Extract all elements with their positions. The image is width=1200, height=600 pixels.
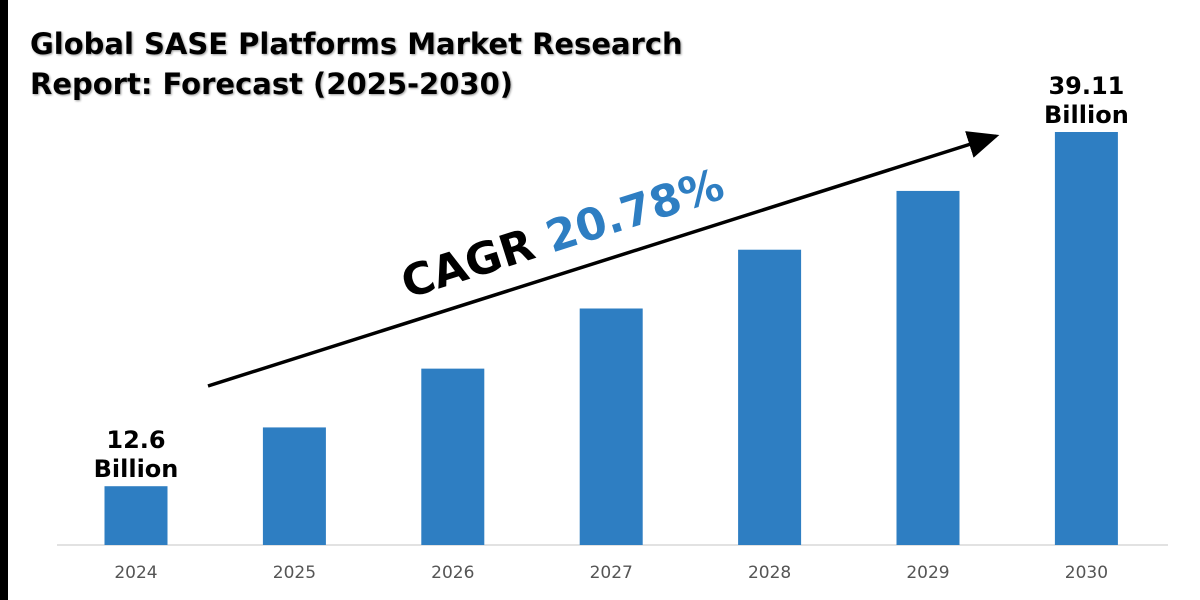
x-tick-label: 2024 — [114, 563, 157, 583]
data-label-2030-line2: Billion — [1044, 101, 1129, 129]
chart-title: Global SASE Platforms Market Research Re… — [30, 24, 683, 104]
data-label-2024-line1: 12.6 — [106, 426, 165, 454]
bar-2025 — [262, 427, 326, 545]
data-label-2024-line2: Billion — [94, 455, 179, 483]
bar-2027 — [579, 308, 643, 545]
title-line-2: Report: Forecast (2025-2030) — [30, 67, 514, 101]
title-line-1: Global SASE Platforms Market Research — [30, 27, 683, 61]
cagr-annotation: CAGR 20.78% — [395, 159, 730, 309]
bar-2029 — [896, 190, 960, 545]
x-tick-label: 2029 — [906, 563, 949, 583]
bar-2026 — [421, 368, 485, 545]
bar-2030 — [1054, 132, 1118, 545]
bar-2028 — [738, 249, 802, 545]
growth-arrow — [207, 131, 1000, 388]
cagr-value: 20.78% — [540, 159, 730, 263]
bar-2024 — [104, 486, 168, 545]
data-label-2030-line1: 39.11 — [1048, 72, 1124, 100]
x-tick-label: 2028 — [748, 563, 791, 583]
x-tick-label: 2027 — [590, 563, 633, 583]
cagr-prefix: CAGR — [395, 219, 540, 309]
x-tick-label: 2025 — [273, 563, 316, 583]
x-tick-label: 2030 — [1065, 563, 1108, 583]
left-border — [0, 0, 8, 600]
x-tick-label: 2026 — [431, 563, 474, 583]
